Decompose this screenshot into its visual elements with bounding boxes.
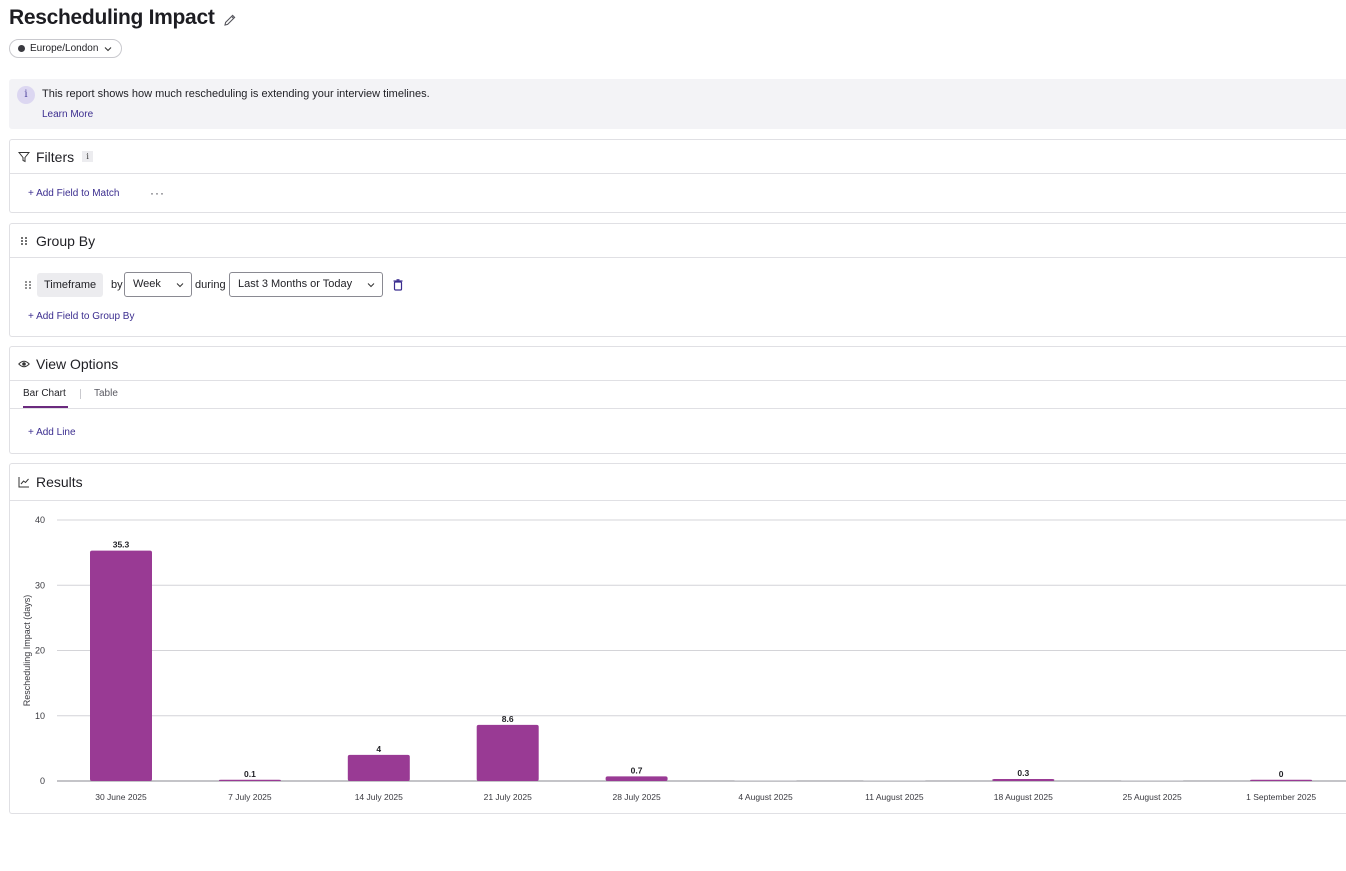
- chevron-down-icon: [367, 283, 375, 288]
- x-tick-label: 7 July 2025: [228, 792, 272, 802]
- bar: [992, 779, 1055, 781]
- y-tick-label: 40: [35, 515, 45, 525]
- group-by-title: Group By: [36, 232, 96, 249]
- bar: [218, 779, 281, 781]
- x-tick-label: 1 September 2025: [1246, 792, 1316, 802]
- bar-empty: [734, 780, 797, 781]
- view-options-header: View Options: [10, 347, 1346, 381]
- bar-empty: [863, 780, 926, 781]
- filters-title: Filters: [36, 148, 75, 165]
- timezone-select[interactable]: Europe/London: [9, 39, 123, 58]
- x-tick-label: 25 August 2025: [1123, 792, 1182, 802]
- info-icon: i: [17, 86, 35, 104]
- tab-divider: [80, 389, 81, 399]
- group-by-header: Group By: [10, 224, 1346, 258]
- results-title: Results: [36, 474, 83, 490]
- results-panel: Results 0 10 20 30 40 Rescheduling Impact (da…: [9, 463, 1346, 814]
- group-by-panel: Group By Timeframe by Week during Last 3…: [9, 223, 1346, 337]
- filters-panel: Filters i + Add Field to Match ···: [9, 139, 1346, 213]
- page-title: Rescheduling Impact: [9, 6, 215, 29]
- x-tick-label: 28 July 2025: [612, 792, 660, 802]
- bar: [347, 754, 410, 781]
- data-label: 4: [376, 744, 381, 754]
- view-options-title: View Options: [36, 355, 119, 372]
- chevron-down-icon: [176, 283, 184, 288]
- title-row: Rescheduling Impact: [9, 6, 237, 30]
- data-label: 35.3: [113, 540, 130, 550]
- info-banner: i This report shows how much reschedulin…: [9, 79, 1346, 129]
- info-text: This report shows how much rescheduling …: [42, 88, 430, 100]
- x-tick-label: 18 August 2025: [994, 792, 1053, 802]
- pencil-icon[interactable]: [223, 13, 237, 27]
- x-tick-label: 14 July 2025: [355, 792, 403, 802]
- y-tick-label: 0: [40, 776, 45, 786]
- y-tick-label: 30: [35, 580, 45, 590]
- data-label: 0.7: [631, 765, 643, 775]
- y-tick-label: 20: [35, 646, 45, 656]
- bar: [476, 724, 539, 781]
- view-tabs: Bar Chart Table: [10, 380, 1346, 409]
- timeframe-chip[interactable]: Timeframe: [37, 273, 104, 297]
- tab-table[interactable]: Table: [94, 388, 118, 399]
- y-axis-label: Rescheduling Impact (days): [22, 595, 32, 707]
- x-tick-label: 11 August 2025: [865, 792, 924, 802]
- bar: [605, 776, 668, 781]
- add-field-to-group-by-button[interactable]: + Add Field to Group By: [28, 311, 135, 322]
- eye-icon: [18, 360, 30, 367]
- x-tick-label: 30 June 2025: [95, 792, 147, 802]
- filter-icon: [18, 151, 30, 162]
- row-drag-handle-icon[interactable]: [24, 280, 32, 290]
- filters-tooltip-icon[interactable]: i: [82, 151, 94, 162]
- view-options-panel: View Options Bar Chart Table + Add Line: [9, 346, 1346, 454]
- data-label: 0.1: [244, 769, 256, 779]
- tab-bar-chart[interactable]: Bar Chart: [23, 388, 66, 399]
- drag-handle-icon[interactable]: [18, 235, 30, 247]
- line-chart-icon: [18, 477, 29, 488]
- data-label: 0.3: [1017, 768, 1029, 778]
- more-options-button[interactable]: ···: [150, 186, 165, 200]
- x-tick-label: 4 August 2025: [738, 792, 793, 802]
- learn-more-link[interactable]: Learn More: [42, 109, 94, 120]
- results-header: Results: [10, 464, 1346, 501]
- during-label: during: [195, 279, 226, 291]
- x-tick-label: 21 July 2025: [484, 792, 532, 802]
- interval-value: Week: [133, 278, 161, 290]
- chevron-down-icon: [105, 46, 112, 51]
- data-label: 8.6: [502, 714, 514, 724]
- bar: [1250, 779, 1313, 781]
- bar-empty: [1121, 780, 1184, 781]
- data-label: 0: [1279, 769, 1284, 779]
- by-label: by: [111, 279, 123, 291]
- filters-header: Filters i: [10, 140, 1346, 174]
- add-line-button[interactable]: + Add Line: [28, 427, 76, 438]
- range-select[interactable]: Last 3 Months or Today: [229, 272, 383, 297]
- range-value: Last 3 Months or Today: [238, 278, 353, 290]
- add-field-to-match-button[interactable]: + Add Field to Match: [28, 188, 120, 199]
- bar: [90, 550, 152, 781]
- active-tab-indicator: [23, 406, 68, 408]
- trash-icon[interactable]: [393, 279, 403, 291]
- interval-select[interactable]: Week: [124, 272, 192, 297]
- clock-icon: [18, 45, 25, 52]
- y-tick-label: 10: [35, 711, 45, 721]
- timezone-label: Europe/London: [30, 43, 99, 54]
